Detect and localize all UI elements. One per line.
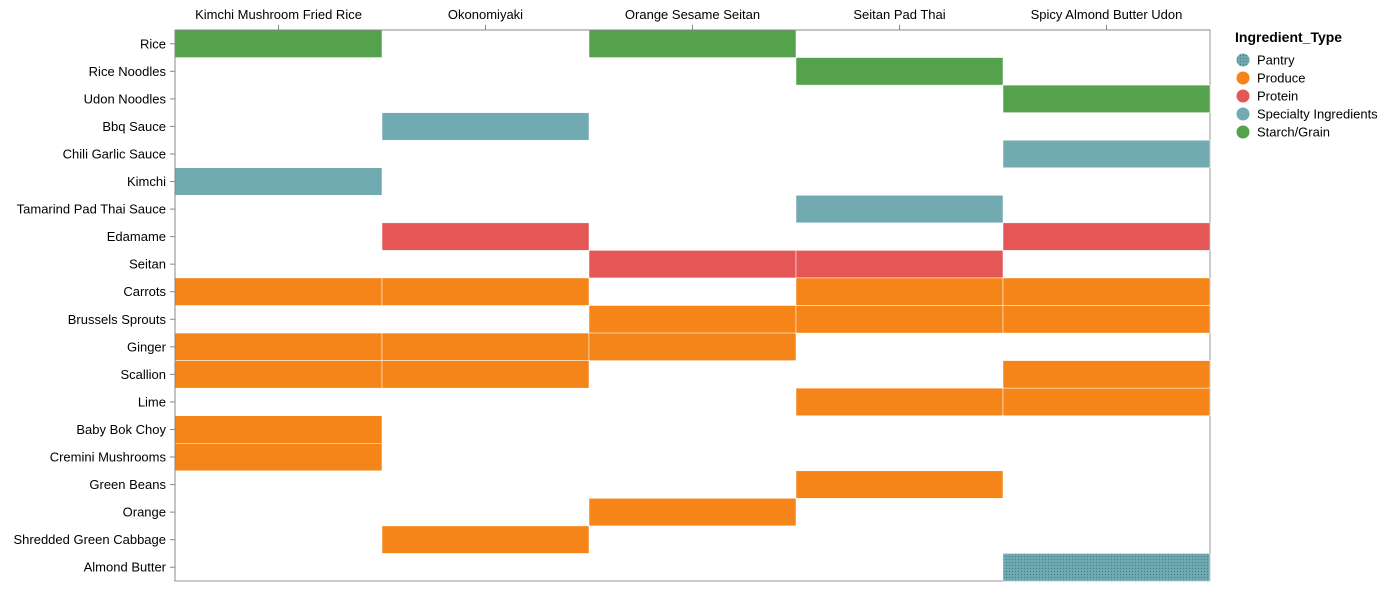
y-tick-label: Ginger: [127, 339, 167, 354]
y-tick-label: Green Beans: [89, 477, 166, 492]
heatmap-cell: [174, 167, 383, 196]
heatmap-cell: [795, 387, 1004, 416]
x-tick-label: Seitan Pad Thai: [853, 7, 945, 22]
heatmap-cell: [1002, 277, 1211, 306]
legend-label: Specialty Ingredients: [1257, 107, 1378, 122]
y-tick-label: Brussels Sprouts: [68, 312, 167, 327]
y-tick-label: Tamarind Pad Thai Sauce: [17, 202, 166, 217]
heatmap-cell: [381, 525, 590, 554]
x-tick-label: Orange Sesame Seitan: [625, 7, 760, 22]
y-tick-label: Rice: [140, 36, 166, 51]
heatmap-cell: [1002, 360, 1211, 389]
heatmap-cell: [588, 305, 797, 334]
legend-label: Starch/Grain: [1257, 125, 1330, 140]
y-axis: Rice Rice Noodles Udon Noodles Bbq Sauce Chi…: [13, 30, 176, 581]
heatmap-cell: [174, 360, 383, 389]
y-tick-label: Cremini Mushrooms: [50, 450, 167, 465]
heatmap-cell: [174, 443, 383, 472]
x-axis: Kimchi Mushroom Fried Rice Okonomiyaki Ora…: [175, 7, 1210, 31]
heatmap-cell: [1002, 84, 1211, 113]
heatmap-cell: [174, 29, 383, 58]
heatmap-cell: [795, 305, 1004, 334]
legend-swatch: [1236, 89, 1250, 103]
y-tick-label: Orange: [123, 505, 166, 520]
heatmap-cell: [588, 498, 797, 527]
legend-label: Protein: [1257, 89, 1298, 104]
y-tick-label: Bbq Sauce: [102, 119, 166, 134]
x-tick-label: Spicy Almond Butter Udon: [1031, 7, 1183, 22]
plot-area: [174, 29, 1211, 582]
heatmap-cell: [795, 57, 1004, 86]
heatmap-cell: [1002, 222, 1211, 251]
heatmap-cell: [795, 195, 1004, 224]
y-tick-label: Rice Noodles: [89, 64, 167, 79]
legend-title: Ingredient_Type: [1235, 29, 1342, 45]
heatmap-cell: [174, 277, 383, 306]
y-tick-label: Seitan: [129, 257, 166, 272]
legend-label: Produce: [1257, 71, 1305, 86]
heatmap-cell: [1002, 387, 1211, 416]
heatmap-cell: [588, 250, 797, 279]
legend-swatch: [1236, 125, 1250, 139]
y-tick-label: Scallion: [120, 367, 166, 382]
heatmap-cell: [795, 250, 1004, 279]
heatmap-cell: [588, 332, 797, 361]
heatmap-cell: [1002, 553, 1211, 582]
heatmap-cell: [1002, 139, 1211, 168]
heatmap-cell: [381, 222, 590, 251]
legend-label: Pantry: [1257, 53, 1295, 68]
legend: Ingredient_Type Pantry Produce Protein Spec…: [1235, 29, 1378, 140]
y-tick-label: Lime: [138, 394, 166, 409]
y-tick-label: Almond Butter: [84, 560, 167, 575]
heatmap-cell: [381, 277, 590, 306]
y-tick-label: Udon Noodles: [84, 91, 167, 106]
heatmap-cell: [381, 112, 590, 141]
heatmap-cell: [795, 470, 1004, 499]
heatmap-cell: [1002, 305, 1211, 334]
y-tick-label: Carrots: [123, 284, 166, 299]
legend-swatch: [1236, 53, 1250, 67]
y-tick-label: Shredded Green Cabbage: [13, 532, 166, 547]
y-tick-label: Chili Garlic Sauce: [63, 146, 166, 161]
heatmap-cell: [174, 332, 383, 361]
legend-swatch: [1236, 71, 1250, 85]
y-tick-label: Edamame: [107, 229, 166, 244]
heatmap-cell: [795, 277, 1004, 306]
heatmap-cell: [381, 332, 590, 361]
y-tick-label: Kimchi: [127, 174, 166, 189]
x-tick-label: Kimchi Mushroom Fried Rice: [195, 7, 362, 22]
heatmap-cell: [381, 360, 590, 389]
legend-swatch: [1236, 107, 1250, 121]
x-tick-label: Okonomiyaki: [448, 7, 523, 22]
y-tick-label: Baby Bok Choy: [76, 422, 166, 437]
heatmap-cell: [588, 29, 797, 58]
heatmap-cell: [174, 415, 383, 444]
